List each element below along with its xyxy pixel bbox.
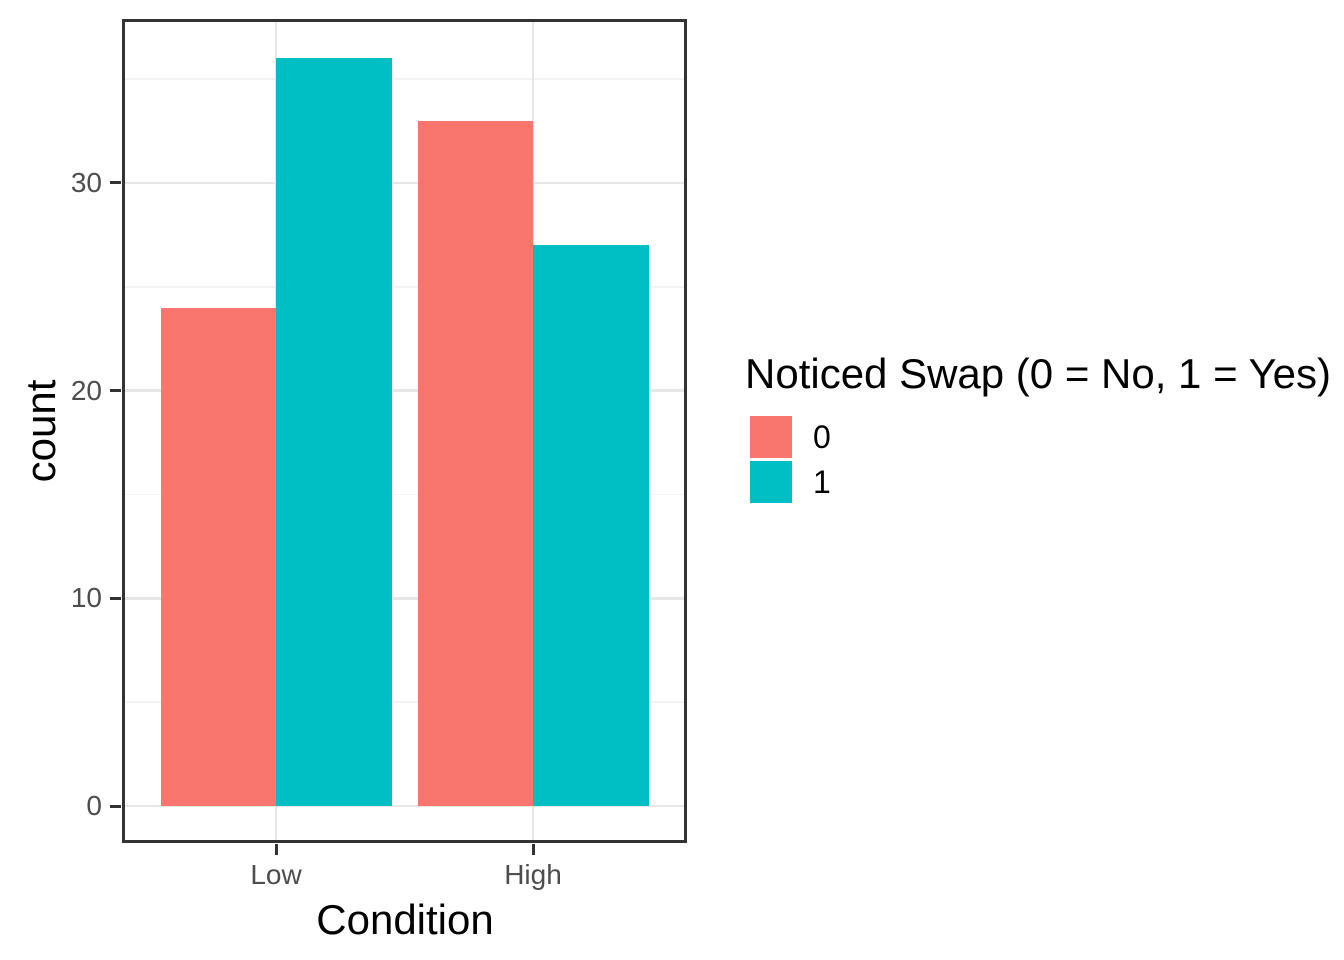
legend-entry-1: 1 <box>750 461 1331 503</box>
bar-low-noticed-1 <box>276 58 392 806</box>
y-tick-mark <box>110 181 121 185</box>
gridline-minor <box>122 493 687 496</box>
y-axis-title: count <box>17 379 64 483</box>
gridline-major <box>122 597 687 600</box>
y-tick-mark <box>110 389 121 393</box>
y-tick-mark <box>110 804 121 808</box>
gridline-minor <box>122 286 687 288</box>
legend-entry-0: 0 <box>750 416 1331 458</box>
x-tick-label: Low <box>250 859 302 890</box>
legend-swatch-0 <box>750 416 792 458</box>
gridline-minor <box>122 701 687 703</box>
legend-title: Noticed Swap (0 = No, 1 = Yes) <box>745 350 1332 397</box>
y-tick-mark <box>110 596 121 600</box>
bar-high-noticed-0 <box>417 120 533 806</box>
gridline-minor <box>122 78 687 80</box>
gridline-major <box>122 181 687 185</box>
legend-label: 1 <box>813 463 831 500</box>
x-tick-label: High <box>504 859 562 890</box>
x-tick-mark <box>531 844 535 855</box>
y-tick-label: 0 <box>86 790 102 821</box>
bar-high-noticed-1 <box>533 245 649 806</box>
x-tick-mark <box>274 844 278 855</box>
legend-label: 0 <box>813 418 831 455</box>
y-tick-label: 10 <box>70 582 102 614</box>
bar-low-noticed-0 <box>160 307 276 806</box>
y-tick-label: 20 <box>70 374 102 406</box>
y-tick-label: 30 <box>70 166 102 198</box>
plot-panel <box>122 19 687 843</box>
legend-swatch-1 <box>750 461 792 503</box>
gridline-major <box>122 389 687 392</box>
x-axis-title: Condition <box>316 896 494 943</box>
gridline-major <box>122 804 687 808</box>
